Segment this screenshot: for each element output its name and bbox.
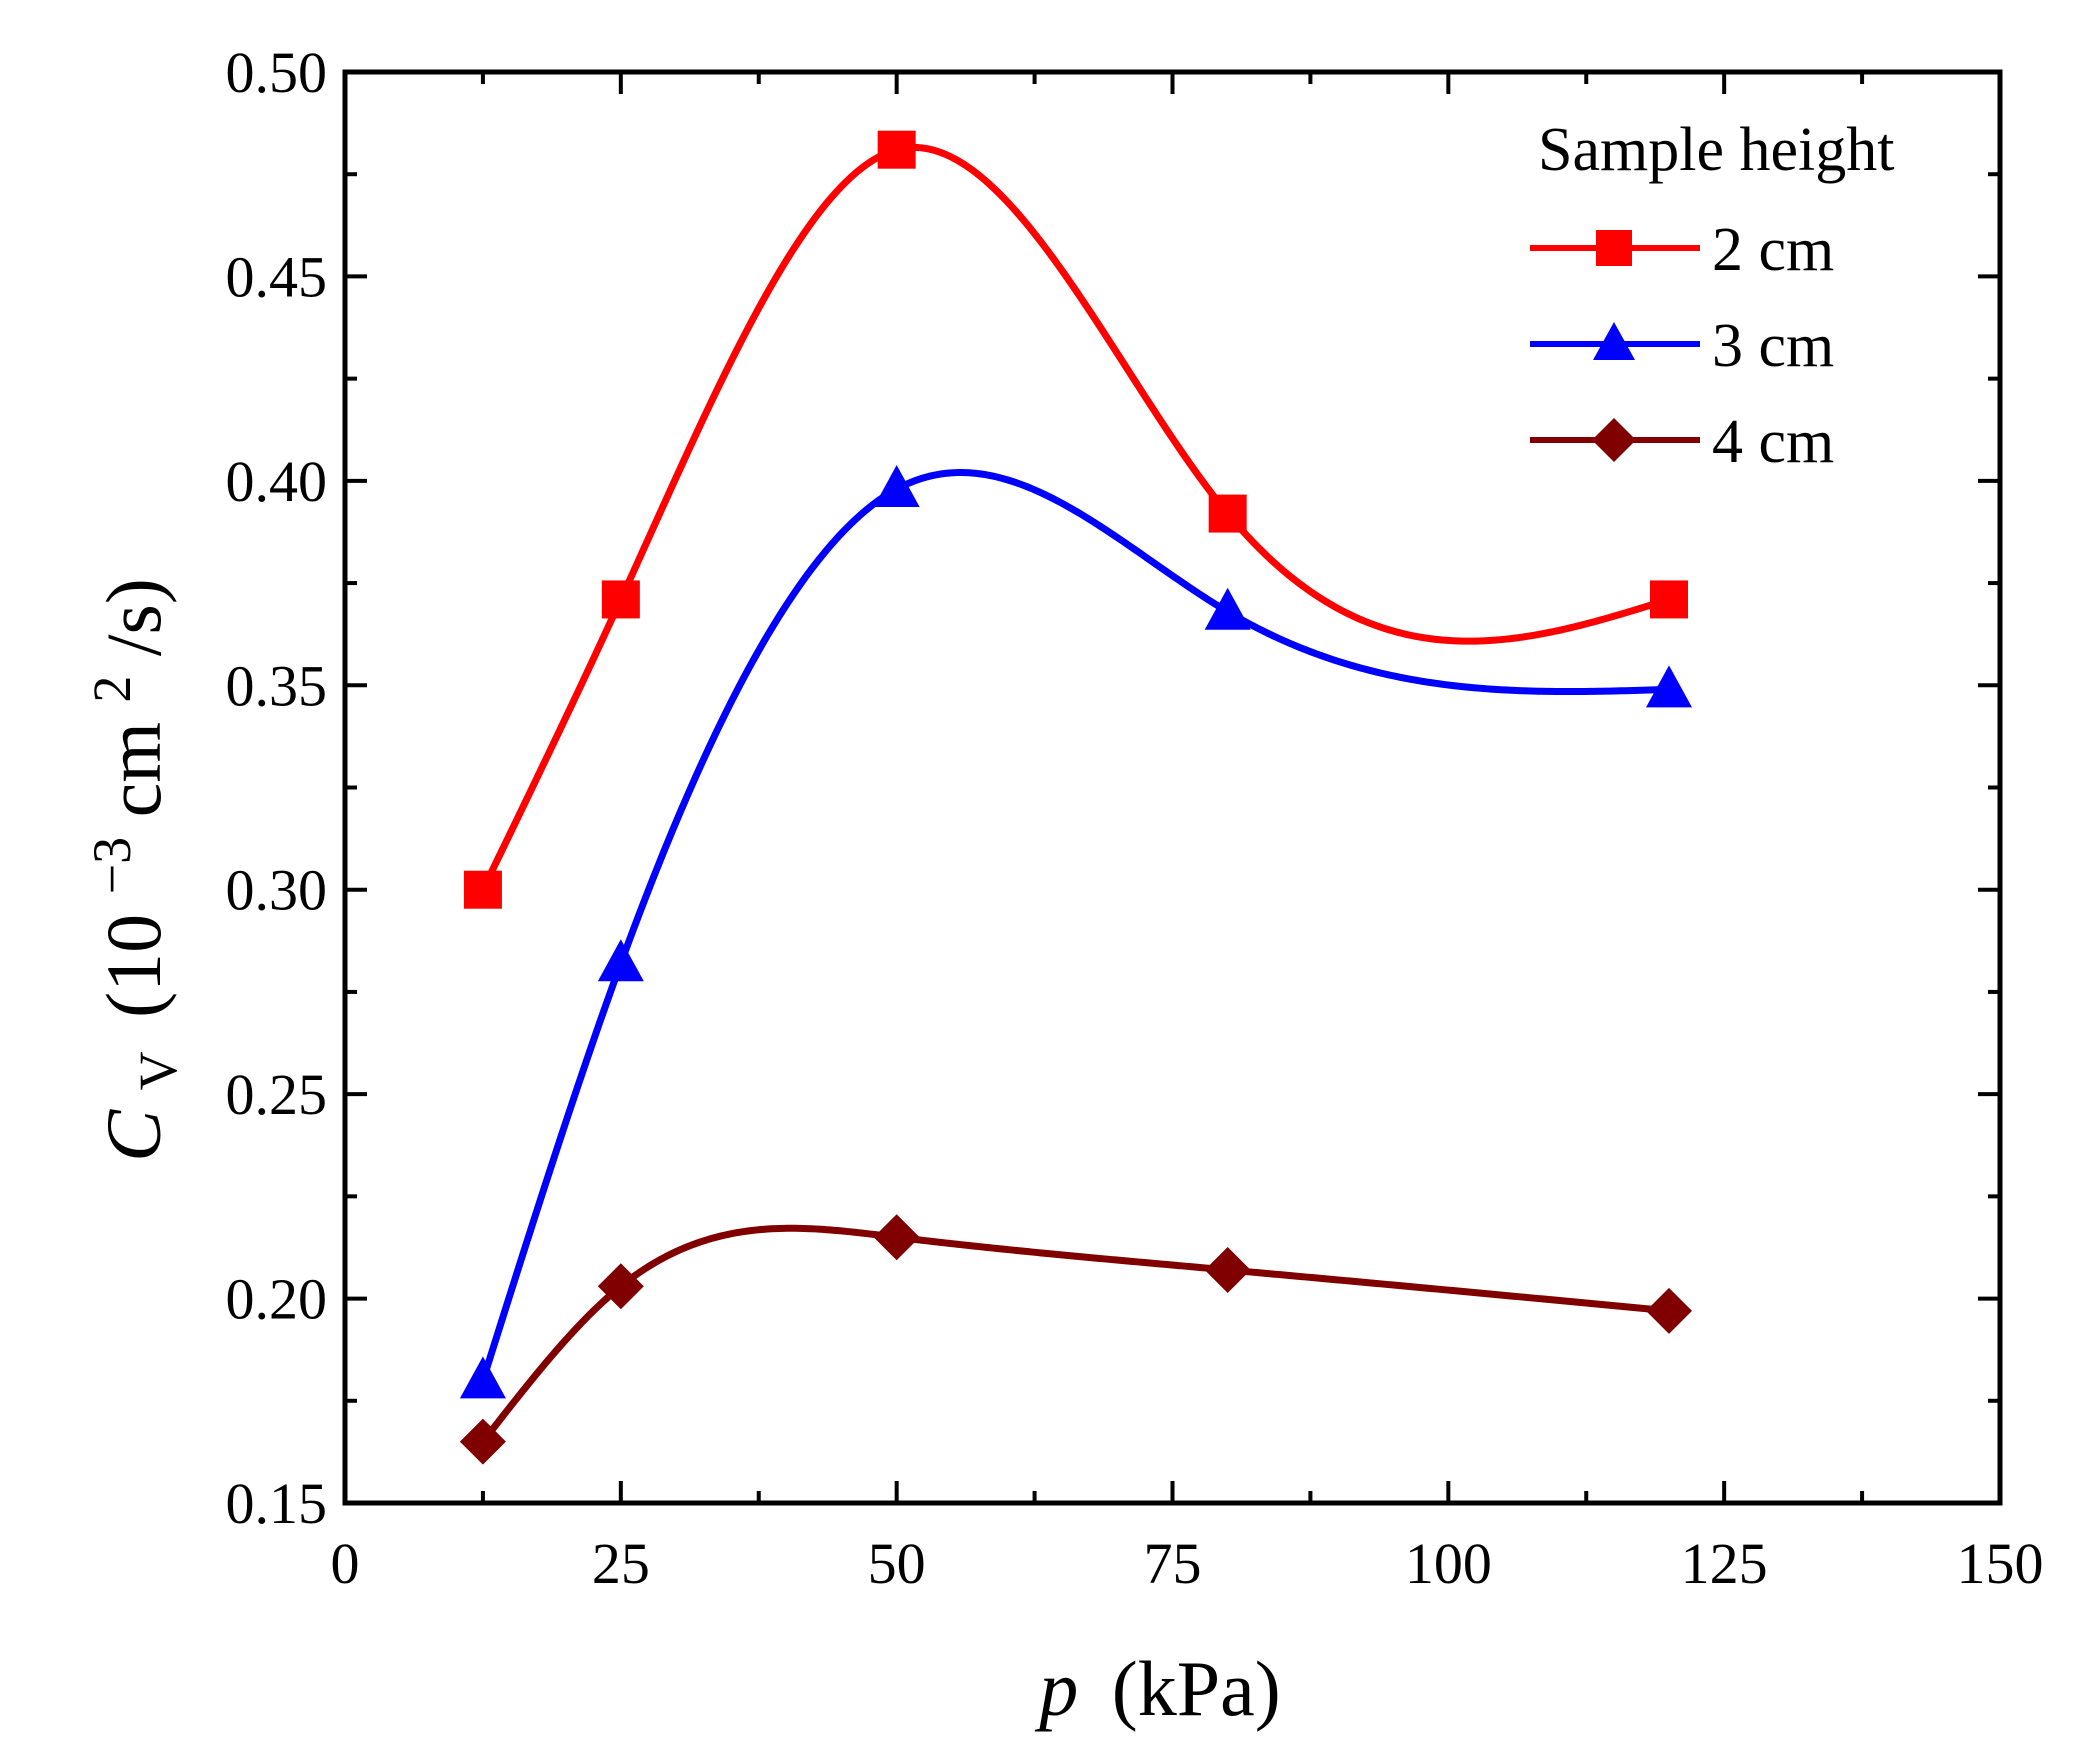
- legend-label-4cm: 4 cm: [1712, 408, 1834, 476]
- data-point-triangle: [1204, 587, 1251, 630]
- axis-ticks: [343, 70, 2002, 1505]
- x-axis-title: p (kPa): [1034, 1645, 1280, 1732]
- legend-title: Sample height: [1538, 116, 1894, 184]
- y-tick-label: 0.15: [226, 1471, 328, 1536]
- x-tick-label: 100: [1405, 1531, 1492, 1596]
- x-tick-label: 75: [1144, 1531, 1202, 1596]
- data-point-square: [601, 580, 640, 619]
- y-axis-mid: cm: [90, 722, 177, 817]
- y-tick-label: 0.20: [226, 1267, 328, 1332]
- legend-marker-3cm: [1593, 322, 1635, 360]
- x-axis-var: p: [1034, 1645, 1078, 1732]
- data-point-diamond: [1646, 1287, 1692, 1334]
- y-tick-label: 0.50: [226, 40, 328, 105]
- data-point-diamond: [1204, 1246, 1251, 1293]
- y-axis-exp2: 2: [82, 676, 142, 703]
- legend-item-4cm: 4 cm: [1530, 408, 1834, 476]
- plot-frame: [342, 69, 2003, 1506]
- data-point-square: [463, 870, 502, 909]
- y-axis-exp1: −3: [82, 837, 142, 894]
- y-tick-label: 0.35: [226, 653, 328, 718]
- data-point-triangle: [1646, 665, 1692, 708]
- x-tick-label: 50: [868, 1531, 926, 1596]
- legend: Sample height 2 cm 3 cm 4 cm: [1530, 116, 1894, 476]
- y-tick-label: 0.45: [226, 244, 328, 309]
- data-point-square: [1208, 494, 1247, 533]
- y-tick-label: 0.30: [226, 858, 328, 923]
- y-axis-title: C V (10 −3 cm 2 /s): [60, 578, 193, 1162]
- legend-marker-2cm: [1596, 230, 1632, 266]
- x-tick-label: 25: [592, 1531, 650, 1596]
- legend-item-2cm: 2 cm: [1530, 216, 1834, 284]
- data-point-square: [877, 130, 916, 169]
- legend-item-3cm: 3 cm: [1530, 312, 1834, 380]
- y-axis-sub: V: [128, 1051, 188, 1090]
- y-tick-label: 0.25: [226, 1062, 328, 1127]
- series-line-0: [479, 143, 1671, 892]
- legend-label-3cm: 3 cm: [1712, 312, 1834, 380]
- data-point-triangle: [597, 939, 644, 982]
- y-axis-post: /s): [90, 578, 177, 656]
- y-axis-var: C: [90, 1109, 177, 1162]
- y-axis-pre: (10: [90, 914, 177, 1018]
- legend-label-2cm: 2 cm: [1712, 216, 1834, 284]
- y-tick-label: 0.40: [226, 449, 328, 514]
- data-point-diamond: [459, 1418, 506, 1465]
- series-line-2: [480, 1224, 1670, 1444]
- x-axis-unit: (kPa): [1112, 1645, 1281, 1732]
- x-tick-label: 0: [331, 1531, 360, 1596]
- data-point-triangle: [459, 1356, 506, 1399]
- x-tick-label: 150: [1957, 1531, 2044, 1596]
- data-point-diamond: [597, 1263, 644, 1310]
- data-point-diamond: [873, 1214, 920, 1261]
- data-point-triangle: [873, 465, 920, 508]
- series-line-1: [479, 469, 1670, 1382]
- tick-labels: 0 25 50 75 100 125 150 0.15 0.20 0.25 0.30 0.35 0.40…: [226, 40, 2044, 1596]
- data-point-square: [1650, 580, 1688, 619]
- legend-marker-4cm: [1592, 418, 1636, 462]
- series-layer: [459, 130, 1692, 1465]
- x-tick-label: 125: [1681, 1531, 1768, 1596]
